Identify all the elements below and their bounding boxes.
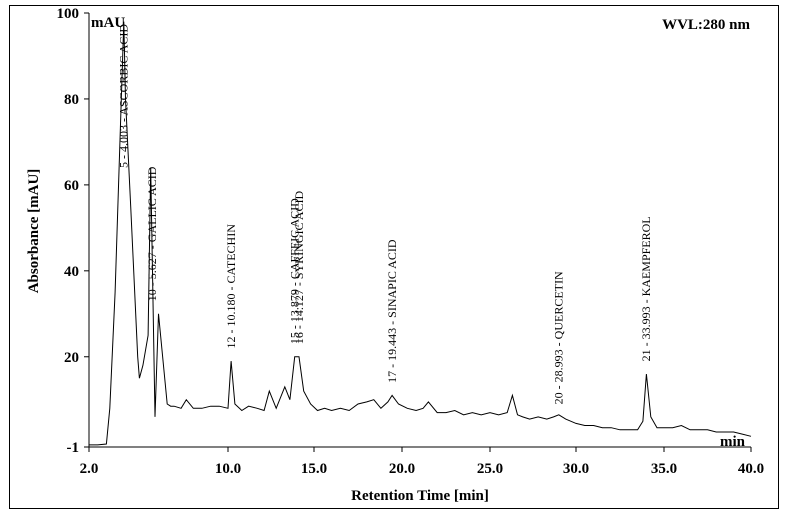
- chromatogram-trace: [89, 21, 752, 446]
- x-tick-label: 10.0: [215, 461, 241, 477]
- peak-label: 20 - 28.993 - QUERCETIN: [552, 271, 566, 404]
- peak-label: 16 - 14.127 - SYRINGIC ACID: [292, 191, 306, 345]
- peak-label: 21 - 33.993 - KAEMPFEROL: [639, 216, 653, 361]
- y-tick-label: 60: [64, 178, 79, 194]
- y-axis-title: Absorbance [mAU]: [26, 169, 42, 294]
- x-tick-label: 2.0: [80, 461, 99, 477]
- y-tick-label: 40: [64, 264, 79, 280]
- x-tick-label: 20.0: [389, 461, 415, 477]
- x-tick-label: 35.0: [651, 461, 677, 477]
- chart-frame: [9, 5, 779, 509]
- y-tick-label: 100: [57, 6, 80, 22]
- peak-label: 15 - 13.879 - CAFFEIC ACID: [288, 198, 302, 344]
- x-tick-label: 25.0: [477, 461, 503, 477]
- y-tick-label: -1: [67, 440, 80, 456]
- wavelength-label: WVL:280 nm: [662, 17, 750, 33]
- peak-label: 10 - 5.627 - GALLIC ACID: [145, 166, 159, 301]
- x-tick-label: 40.0: [738, 461, 764, 477]
- peak-label: 12 - 10.180 - CATECHIN: [224, 224, 238, 349]
- y-tick-label: 20: [64, 350, 79, 366]
- y-unit-label: mAU: [91, 15, 125, 31]
- x-axis-title: Retention Time [min]: [351, 488, 489, 504]
- peak-label: 17 - 19.443 - SINAPIC ACID: [385, 239, 399, 383]
- y-tick-label: 80: [64, 92, 79, 108]
- x-tick-label: 15.0: [301, 461, 327, 477]
- x-unit-label: min: [720, 434, 746, 450]
- x-tick-label: 30.0: [563, 461, 589, 477]
- peak-label: 5 - 4.003 - ASCORBIC ACID: [117, 24, 131, 168]
